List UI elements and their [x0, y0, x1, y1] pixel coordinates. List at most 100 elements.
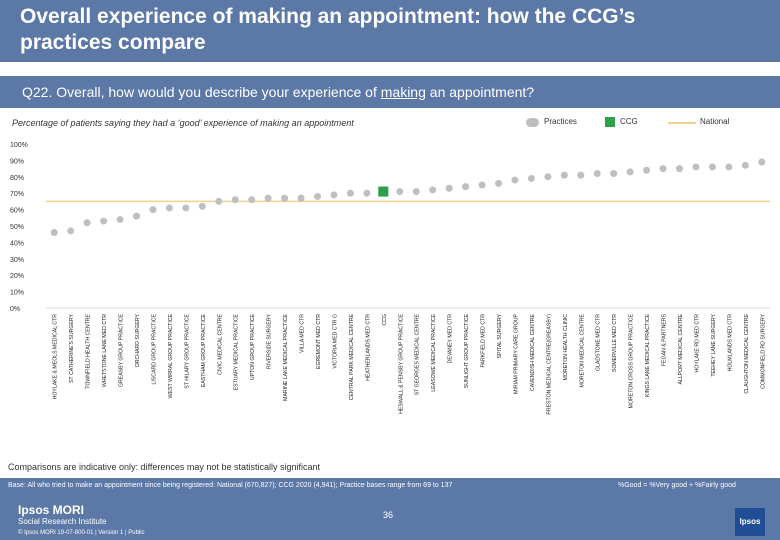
question-text: Q22. Overall, how would you describe you… — [22, 83, 534, 101]
y-tick-label: 90% — [10, 158, 24, 165]
practice-point — [182, 204, 190, 212]
category-label: EASTHAM GROUP PRACTICE — [201, 313, 207, 387]
copyright: © Ipsos MORI 19-07-800-01 | Version 1 | … — [18, 530, 145, 536]
practice-point — [248, 196, 256, 204]
category-label: ESTUARY MEDICAL PRACTICE — [234, 313, 240, 390]
category-label: TEEHEY LANE SURGERY — [711, 313, 717, 376]
y-tick-label: 80% — [10, 175, 24, 182]
practice-point — [165, 204, 173, 212]
category-label: CCG — [382, 314, 388, 326]
practice-point — [396, 188, 404, 196]
question-band: Q22. Overall, how would you describe you… — [0, 76, 780, 108]
header-bar: Overall experience of making an appointm… — [0, 0, 780, 62]
practice-point — [363, 189, 371, 197]
practice-point — [330, 191, 338, 199]
category-label: CLAUGHTON MEDICAL CENTRE — [744, 313, 750, 393]
practice-point — [544, 173, 552, 181]
practice-point — [264, 194, 272, 202]
ccg-point — [378, 186, 389, 197]
category-label: HOYLAKE RD MED CTR — [694, 314, 700, 373]
sri-logo-text: Social Research Institute — [18, 517, 107, 526]
practice-point — [462, 183, 470, 191]
y-tick-label: 60% — [10, 208, 24, 215]
practice-point — [100, 217, 108, 225]
practice-point — [626, 168, 634, 176]
category-label: FEGAN & PARTNERS — [662, 313, 668, 366]
category-label: LEASOWE MEDICAL PRACTICE — [431, 313, 437, 391]
legend-practices-marker — [526, 118, 539, 127]
category-label: MORETON HEALTH CLINIC — [563, 314, 569, 381]
category-label: VICTORIA MED CTR G — [332, 314, 338, 369]
practice-point — [741, 161, 749, 169]
category-label: PARKFIELD MED CTR — [481, 314, 487, 368]
category-label: GLADSTONE MED CTR — [596, 314, 602, 371]
category-label: SPITAL SURGERY — [497, 313, 503, 358]
category-label: MARINE LAKE MEDICAL PRACTICE — [283, 313, 289, 400]
category-label: WEST WIRRAL GROUP PRACTICE — [168, 313, 174, 398]
category-label: CENTRAL PARK MEDICAL CENTRE — [349, 313, 355, 400]
category-label: HOLMLANDS MED CTR — [727, 314, 733, 372]
category-label: CIVIC MEDICAL CENTRE — [217, 313, 223, 374]
practice-point — [297, 194, 305, 202]
category-label: MIRIAM PRIMARY CARE GROUP — [513, 313, 519, 393]
category-label: COMMONFIELD RD SURGERY — [760, 313, 766, 388]
good-formula: %Good = %Very good + %Fairly good — [618, 482, 736, 489]
practice-point — [116, 215, 124, 223]
practice-point — [495, 179, 502, 187]
practice-point — [511, 176, 519, 184]
practice-point — [215, 197, 223, 205]
chart-subtitle: Percentage of patients saying they had a… — [12, 118, 354, 128]
practice-point — [429, 186, 437, 194]
scatter-chart: 0% 10% 20% 30% 40% 50% 60% 70% 80% 90% 100% HOYLAKE… — [10, 142, 770, 415]
category-label: ST CATHERINE'S SURGERY — [69, 313, 75, 383]
practice-point — [133, 212, 140, 220]
category-label: SOMERVILLE MED CTR — [612, 314, 618, 372]
practice-point — [149, 206, 157, 214]
question-prefix: Q22. Overall, how would you describe you… — [22, 84, 381, 100]
category-label: KINGS LANE MEDICAL PRACTICE — [645, 313, 651, 397]
category-label: EGREMONT MED CTR — [316, 314, 322, 369]
practice-point — [577, 171, 585, 179]
y-tick-label: 0% — [10, 306, 20, 313]
footnote: Comparisons are indicative only: differe… — [8, 462, 320, 472]
question-underlined: making — [380, 84, 426, 100]
category-label: ALLPORT MEDICAL CENTRE — [678, 313, 684, 384]
legend-ccg-marker — [605, 117, 615, 127]
practice-point — [643, 166, 651, 174]
practice-point — [593, 170, 601, 178]
y-tick-label: 100% — [10, 142, 28, 149]
y-tick-label: 40% — [10, 240, 24, 247]
y-tick-label: 20% — [10, 273, 24, 280]
practice-point — [445, 184, 453, 192]
ipsos-logo: Ipsos — [735, 508, 765, 536]
base-note: Base: All who tried to make an appointme… — [8, 482, 453, 489]
practice-point — [83, 219, 91, 227]
practice-point — [50, 229, 58, 237]
practice-point — [412, 188, 420, 196]
category-label: PRESTON MEDICAL CENTRE(GREASBY) — [546, 314, 552, 415]
category-label: MORETON CROSS GROUP PRACTICE — [629, 313, 635, 408]
page-title: Overall experience of making an appointm… — [20, 5, 636, 54]
y-tick-label: 70% — [10, 191, 24, 198]
category-label: HEATHERLANDS MED CTR — [365, 314, 371, 381]
legend-ccg-label: CCG — [620, 117, 638, 126]
practice-point — [346, 189, 354, 197]
practice-point — [478, 181, 486, 189]
ipsos-mori-logo: Ipsos MORI — [18, 503, 85, 517]
category-label: HESWALL & PENSBY GROUP PRACTICE — [398, 313, 404, 413]
question-suffix: an appointment? — [425, 84, 535, 100]
category-label: DEVANEY MED CTR — [448, 314, 454, 364]
category-label: UPTON GROUP PRACTICE — [250, 313, 256, 380]
practice-point — [692, 163, 700, 171]
practice-point — [527, 174, 535, 182]
category-label: LISCARD GROUP PRACTICE — [151, 313, 157, 384]
category-label: SUNLIGHT GROUP PRACTICE — [464, 313, 470, 388]
legend-national-label: National — [700, 117, 730, 126]
y-tick-label: 50% — [10, 224, 24, 231]
y-tick-label: 10% — [10, 290, 24, 297]
practice-point — [67, 227, 75, 235]
footer-bar: Base: All who tried to make an appointme… — [0, 478, 780, 540]
category-label: HOYLAKE & MEOLS MEDICAL CTR — [53, 314, 59, 400]
y-tick-label: 30% — [10, 257, 24, 264]
legend-national-marker — [668, 122, 696, 124]
